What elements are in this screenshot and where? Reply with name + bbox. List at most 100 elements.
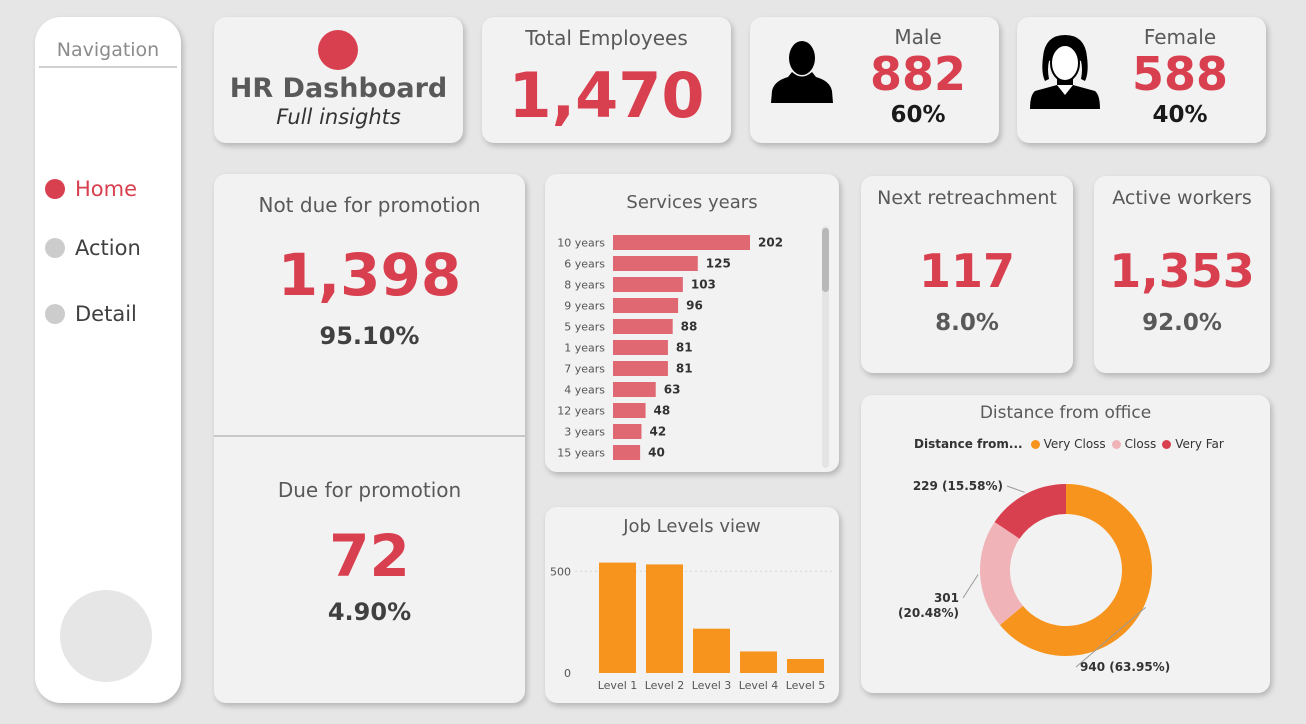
- service-year-label: 15 years: [557, 447, 605, 460]
- navigation-divider: [39, 66, 177, 68]
- service-year-label: 7 years: [564, 363, 605, 376]
- job-level-bar: [599, 562, 636, 673]
- y-tick-label: 0: [564, 667, 571, 680]
- job-level-label: Level 4: [739, 679, 779, 692]
- donut-slice: [980, 522, 1023, 626]
- due-percent: 4.90%: [327, 598, 412, 626]
- job-level-label: Level 2: [645, 679, 685, 692]
- service-year-label: 6 years: [564, 258, 605, 271]
- legend-closs-icon: [1111, 439, 1121, 449]
- dashboard-title: HR Dashboard: [229, 73, 448, 104]
- scrollbar-track[interactable]: [822, 226, 829, 468]
- service-year-value: 81: [676, 341, 693, 355]
- donut-data-label: 940 (63.95%): [1080, 660, 1170, 674]
- service-year-bar: [613, 340, 668, 355]
- profile-circle[interactable]: [60, 590, 152, 682]
- promotion-divider: [214, 435, 525, 437]
- donut-slice: [999, 484, 1152, 656]
- home-dot-icon: [45, 179, 65, 199]
- service-year-label: 9 years: [564, 300, 605, 313]
- job-level-label: Level 5: [786, 679, 826, 692]
- nav-item-label: Home: [75, 177, 138, 201]
- retrenchment-value: 117: [918, 244, 1016, 298]
- male-person-icon: [771, 41, 833, 103]
- female-card: Female 588 40%: [1017, 17, 1266, 143]
- service-year-bar: [613, 277, 683, 292]
- service-year-value: 42: [649, 425, 666, 439]
- total-employees-card: Total Employees 1,470: [482, 17, 731, 143]
- job-levels-card: Job Levels view 500 0 Level 1 Level 2 Level …: [545, 507, 839, 703]
- service-year-bar: [613, 235, 750, 250]
- service-year-value: 40: [648, 446, 665, 460]
- legend-label-very-closs: Very Closs: [1043, 437, 1106, 451]
- leader-line: [1075, 606, 1147, 668]
- legend-label-very-far: Very Far: [1175, 437, 1224, 451]
- navigation-panel: Navigation Home Action Detail: [35, 17, 181, 703]
- service-year-value: 202: [758, 236, 783, 250]
- job-level-bar: [740, 651, 777, 673]
- service-year-bar: [613, 403, 646, 418]
- nav-item-action[interactable]: Action: [45, 236, 141, 260]
- job-levels-chart: 500 0 Level 1 Level 2 Level 3 Level 4 Level 5: [550, 562, 833, 692]
- active-workers-card: Active workers 1,353 92.0%: [1094, 176, 1270, 373]
- nav-item-label: Detail: [75, 302, 137, 326]
- services-years-title: Services years: [626, 192, 758, 213]
- service-year-bar: [613, 424, 642, 439]
- scrollbar-thumb[interactable]: [822, 228, 829, 292]
- service-year-value: 96: [686, 299, 703, 313]
- detail-dot-icon: [45, 304, 65, 324]
- distance-title: Distance from office: [979, 403, 1152, 423]
- service-year-value: 48: [654, 404, 671, 418]
- not-due-value: 1,398: [277, 241, 462, 309]
- service-year-value: 81: [676, 362, 693, 376]
- donut-slice: [994, 484, 1066, 539]
- retrenchment-label: Next retreachment: [877, 187, 1057, 209]
- leader-line: [1006, 485, 1025, 493]
- active-workers-label: Active workers: [1112, 187, 1252, 209]
- promotion-card: Not due for promotion 1,398 95.10% Due f…: [214, 174, 525, 703]
- service-year-label: 12 years: [557, 405, 605, 418]
- active-workers-value: 1,353: [1109, 244, 1255, 298]
- service-year-label: 4 years: [564, 384, 605, 397]
- female-person-icon: [1030, 35, 1100, 109]
- service-year-value: 125: [706, 257, 731, 271]
- service-year-label: 3 years: [564, 426, 605, 439]
- action-dot-icon: [45, 238, 65, 258]
- nav-item-home[interactable]: Home: [45, 177, 137, 201]
- legend-very-closs-icon: [1030, 439, 1040, 449]
- female-label: Female: [1143, 25, 1217, 49]
- distance-donut-chart: 940 (63.95%) 301(20.48%) 229 (15.58%): [898, 479, 1170, 674]
- service-year-label: 10 years: [557, 237, 605, 250]
- distance-card: Distance from office Distance from... Ve…: [861, 395, 1270, 693]
- donut-data-label: (20.48%): [898, 606, 959, 620]
- due-label: Due for promotion: [277, 478, 462, 502]
- retrenchment-card: Next retreachment 117 8.0%: [861, 176, 1073, 373]
- female-percent: 40%: [1152, 102, 1208, 128]
- male-value: 882: [869, 47, 967, 101]
- nav-item-detail[interactable]: Detail: [45, 302, 137, 326]
- job-levels-title: Job Levels view: [623, 516, 761, 537]
- total-employees-value: 1,470: [508, 59, 705, 132]
- not-due-percent: 95.10%: [319, 322, 420, 350]
- male-card: Male 882 60%: [750, 17, 999, 143]
- job-level-bar: [646, 564, 683, 673]
- dashboard-subtitle: Full insights: [276, 105, 401, 129]
- legend-title: Distance from...: [914, 437, 1023, 451]
- legend-label-closs: Closs: [1124, 437, 1157, 451]
- y-tick-label: 500: [550, 565, 571, 578]
- service-year-bar: [613, 445, 641, 460]
- nav-item-label: Action: [75, 236, 141, 260]
- service-year-bar: [613, 256, 698, 271]
- header-card: HR Dashboard Full insights: [214, 17, 463, 143]
- leader-line: [962, 574, 979, 599]
- services-years-chart: 10 years 202 6 years 125 8 years 103 9 years 96…: [557, 235, 783, 460]
- job-level-label: Level 3: [692, 679, 732, 692]
- service-year-value: 63: [664, 383, 681, 397]
- navigation-title: Navigation: [56, 39, 160, 61]
- due-value: 72: [329, 522, 410, 590]
- legend-very-far-icon: [1162, 439, 1172, 449]
- job-level-bar: [787, 658, 824, 673]
- donut-data-label: 301: [934, 591, 959, 605]
- job-level-label: Level 1: [598, 679, 638, 692]
- not-due-label: Not due for promotion: [258, 193, 481, 217]
